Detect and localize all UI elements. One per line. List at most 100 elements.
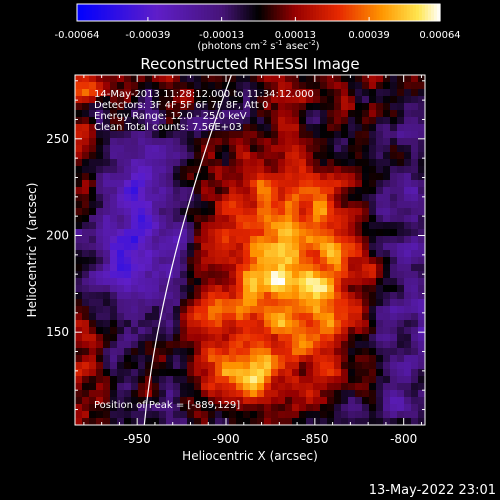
heatmap-cell [96, 215, 104, 223]
heatmap-cell [124, 418, 132, 426]
heatmap-cell [208, 418, 216, 426]
heatmap-cell [397, 89, 405, 97]
heatmap-cell [117, 215, 125, 223]
heatmap-cell [334, 334, 342, 342]
heatmap-cell [369, 131, 377, 139]
heatmap-cell [131, 173, 139, 181]
heatmap-cell [320, 194, 328, 202]
heatmap-cell [229, 201, 237, 209]
heatmap-cell [397, 166, 405, 174]
heatmap-cell [187, 243, 195, 251]
heatmap-cell [201, 376, 209, 384]
heatmap-cell [383, 376, 391, 384]
heatmap-cell [348, 411, 356, 419]
heatmap-cell [355, 397, 363, 405]
heatmap-cell [320, 138, 328, 146]
heatmap-cell [166, 327, 174, 335]
heatmap-cell [383, 327, 391, 335]
heatmap-cell [243, 131, 251, 139]
heatmap-cell [292, 194, 300, 202]
heatmap-cell [89, 418, 97, 426]
heatmap-cell [166, 236, 174, 244]
heatmap-cell [110, 299, 118, 307]
heatmap-cell [404, 355, 412, 363]
heatmap-cell [257, 236, 265, 244]
heatmap-cell [306, 138, 314, 146]
heatmap-cell [376, 152, 384, 160]
heatmap-cell [236, 418, 244, 426]
heatmap-cell [376, 362, 384, 370]
heatmap-cell [96, 89, 104, 97]
solar-limb-curve [143, 74, 232, 426]
heatmap-cell [159, 222, 167, 230]
heatmap-cell [390, 264, 398, 272]
heatmap-cell [117, 124, 125, 132]
heatmap-cell [222, 166, 230, 174]
heatmap-cell [75, 334, 83, 342]
heatmap-cell [236, 222, 244, 230]
y-tick-label: 250 [46, 132, 69, 146]
heatmap-cell [229, 285, 237, 293]
heatmap-cell [320, 222, 328, 230]
heatmap-cell [320, 187, 328, 195]
heatmap-cell [194, 390, 202, 398]
heatmap-cell [208, 264, 216, 272]
heatmap-cell [278, 250, 286, 258]
heatmap-cell [152, 159, 160, 167]
heatmap-cell [201, 411, 209, 419]
heatmap-cell [180, 390, 188, 398]
heatmap-cell [75, 152, 83, 160]
heatmap-cell [376, 145, 384, 153]
heatmap-cell [348, 110, 356, 118]
heatmap-cell [362, 208, 370, 216]
heatmap-cell [236, 173, 244, 181]
heatmap-cell [313, 362, 321, 370]
heatmap-cell [390, 285, 398, 293]
heatmap-cell [369, 341, 377, 349]
heatmap-cell [313, 89, 321, 97]
heatmap-cell [110, 257, 118, 265]
heatmap-cell [264, 348, 272, 356]
heatmap-cell [348, 369, 356, 377]
heatmap-cell [306, 117, 314, 125]
heatmap-cell [82, 383, 90, 391]
heatmap-cell [82, 201, 90, 209]
heatmap-cell [131, 313, 139, 321]
heatmap-cell [159, 243, 167, 251]
heatmap-cell [348, 348, 356, 356]
heatmap-cell [334, 145, 342, 153]
heatmap-cell [124, 229, 132, 237]
heatmap-cell [348, 264, 356, 272]
heatmap-cell [369, 257, 377, 265]
heatmap-cell [327, 404, 335, 412]
heatmap-cell [327, 369, 335, 377]
heatmap-cell [362, 110, 370, 118]
heatmap-cell [82, 243, 90, 251]
heatmap-cell [110, 201, 118, 209]
heatmap-cell [327, 173, 335, 181]
heatmap-cell [152, 131, 160, 139]
heatmap-cell [278, 418, 286, 426]
heatmap-cell [271, 159, 279, 167]
heatmap-cell [82, 355, 90, 363]
heatmap-cell [243, 124, 251, 132]
heatmap-cell [369, 278, 377, 286]
heatmap-cell [313, 201, 321, 209]
heatmap-cell [201, 110, 209, 118]
heatmap-cell [194, 257, 202, 265]
heatmap-cell [271, 187, 279, 195]
heatmap-cell [117, 271, 125, 279]
heatmap-cell [418, 397, 426, 405]
heatmap-cell [117, 110, 125, 118]
heatmap-cell [397, 418, 405, 426]
heatmap-cell [292, 397, 300, 405]
heatmap-cell [75, 145, 83, 153]
heatmap-cell [397, 180, 405, 188]
heatmap-cell [208, 313, 216, 321]
heatmap-cell [152, 103, 160, 111]
heatmap-cell [390, 187, 398, 195]
heatmap-cell [152, 285, 160, 293]
heatmap-cell [138, 194, 146, 202]
heatmap-cell [355, 292, 363, 300]
heatmap-cell [187, 362, 195, 370]
